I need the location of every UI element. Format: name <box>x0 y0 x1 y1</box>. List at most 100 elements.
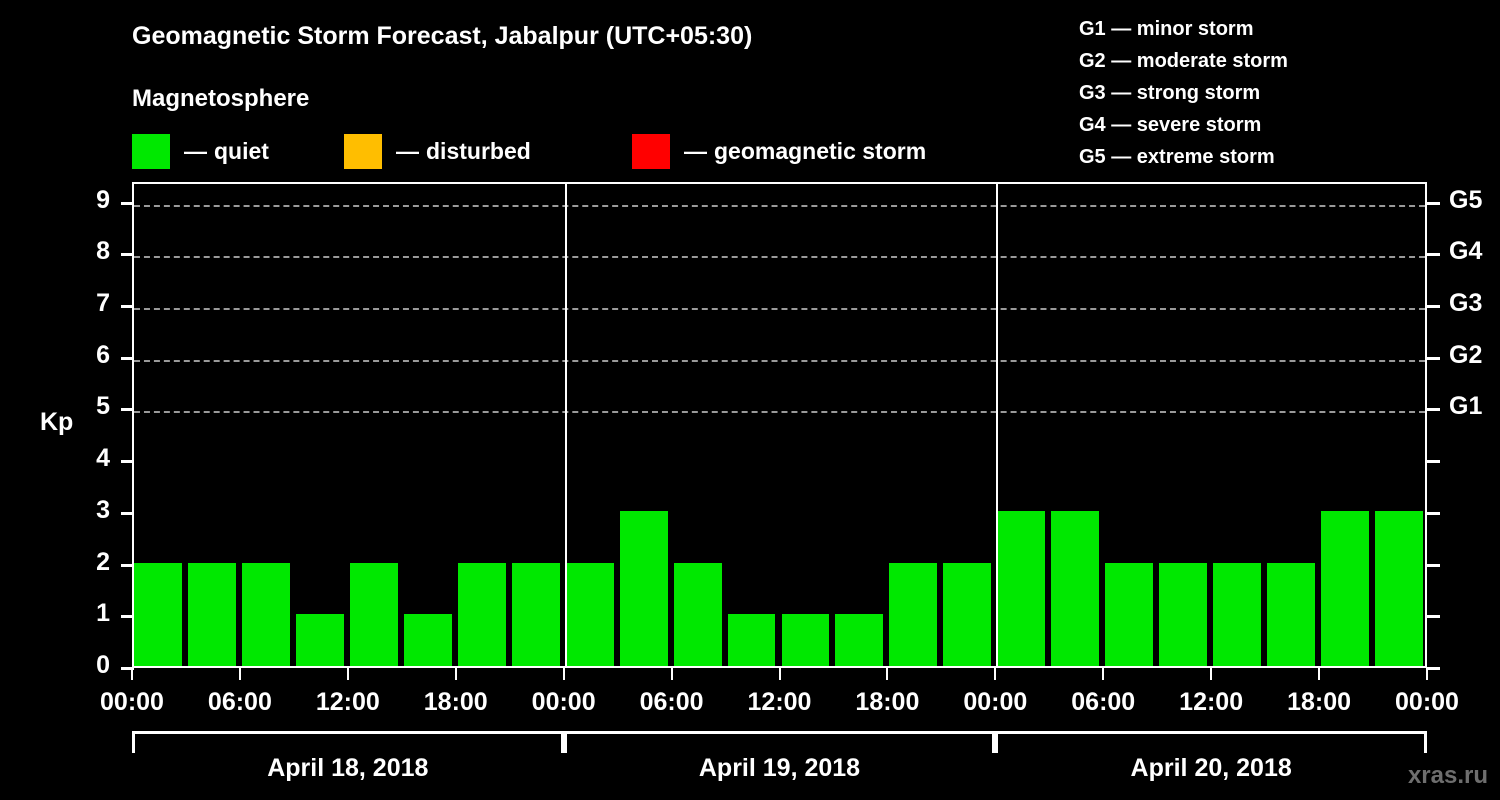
x-axis-tick-label: 18:00 <box>855 688 920 716</box>
y-tick-left-1 <box>121 615 134 619</box>
right-axis-label-G4: G4 <box>1449 237 1483 266</box>
x-axis-tick-label: 18:00 <box>1287 688 1352 716</box>
gridline-kp-6 <box>134 359 1425 362</box>
bar[interactable] <box>1051 510 1100 666</box>
bar[interactable] <box>403 614 452 666</box>
x-axis-tick-label: 12:00 <box>315 688 380 716</box>
y-tick-right-1 <box>1427 615 1440 619</box>
date-label: April 18, 2018 <box>267 754 429 782</box>
x-tick <box>1210 668 1213 680</box>
g-scale-row-1: G1 — minor storm <box>1079 18 1254 40</box>
bar[interactable] <box>295 614 344 666</box>
x-axis-tick-label: 12:00 <box>1179 688 1244 716</box>
x-axis-tick-label: 12:00 <box>747 688 812 716</box>
right-axis-label-G5: G5 <box>1449 185 1483 214</box>
right-axis-label-G1: G1 <box>1449 392 1483 421</box>
legend-label-1: disturbed <box>426 137 531 164</box>
gridline-kp-5 <box>134 411 1425 414</box>
date-label: April 19, 2018 <box>698 754 861 782</box>
bar[interactable] <box>187 562 236 666</box>
y-tick-left-4 <box>121 460 134 464</box>
y-tick-left-2 <box>121 563 134 567</box>
date-bracket-2 <box>563 731 996 753</box>
x-axis-tick-label: 06:00 <box>639 688 704 716</box>
x-tick <box>346 668 349 680</box>
y-axis-tick-label: 4 <box>96 444 110 473</box>
y-tick-right-4 <box>1427 460 1440 464</box>
bar[interactable] <box>619 510 668 666</box>
x-tick <box>131 668 133 680</box>
bar[interactable] <box>889 562 938 666</box>
y-axis-tick-label: 1 <box>96 599 110 628</box>
bar[interactable] <box>781 614 830 666</box>
g-scale-row-3: G3 — strong storm <box>1079 82 1261 104</box>
x-axis-tick-label: 00:00 <box>100 688 164 716</box>
bar[interactable] <box>457 562 506 666</box>
x-tick <box>886 668 889 680</box>
y-tick-left-0 <box>121 667 134 670</box>
plot-inner <box>134 184 1425 666</box>
date-bracket-1 <box>132 731 564 753</box>
date-label: April 20, 2018 <box>1130 754 1292 782</box>
x-axis-tick-label: 00:00 <box>531 688 596 716</box>
bar[interactable] <box>1321 510 1370 666</box>
legend-label-2: geomagnetic storm <box>714 137 927 164</box>
y-axis-tick-label: 8 <box>96 237 110 266</box>
y-tick-right-3 <box>1427 511 1440 515</box>
y-axis-tick-label: 2 <box>96 547 110 576</box>
bar[interactable] <box>1159 562 1208 666</box>
y-tick-left-8 <box>121 253 134 257</box>
y-tick-right-8 <box>1427 253 1440 257</box>
bar[interactable] <box>943 562 992 666</box>
bar[interactable] <box>565 562 614 666</box>
legend-item-0[interactable]: — quiet <box>132 133 269 169</box>
y-tick-left-6 <box>121 356 134 360</box>
y-axis-tick-label: 6 <box>96 340 110 369</box>
bar[interactable] <box>241 562 290 666</box>
y-tick-right-5 <box>1427 408 1440 412</box>
y-axis-title: Kp <box>40 408 74 436</box>
y-tick-left-7 <box>121 305 134 309</box>
right-axis-label-G3: G3 <box>1449 289 1483 318</box>
plot-area <box>132 182 1427 668</box>
x-tick <box>1102 668 1105 680</box>
bar[interactable] <box>134 562 182 666</box>
bar[interactable] <box>1267 562 1316 666</box>
y-axis-tick-label: 3 <box>96 495 110 524</box>
bar[interactable] <box>511 562 560 666</box>
y-tick-left-5 <box>121 408 134 412</box>
date-bracket-3 <box>995 731 1427 753</box>
y-tick-right-9 <box>1427 201 1440 205</box>
bar[interactable] <box>349 562 398 666</box>
bar[interactable] <box>1213 562 1262 666</box>
g-scale-row-5: G5 — extreme storm <box>1079 146 1275 168</box>
x-tick <box>670 668 673 680</box>
g-scale-row-2: G2 — moderate storm <box>1079 50 1288 72</box>
y-axis-tick-label: 7 <box>96 289 110 318</box>
x-tick <box>1318 668 1321 680</box>
x-axis-tick-label: 06:00 <box>1071 688 1136 716</box>
x-tick <box>562 668 565 680</box>
y-tick-right-7 <box>1427 305 1440 309</box>
legend-item-2[interactable]: — geomagnetic storm <box>632 133 926 169</box>
y-axis-tick-label: 0 <box>96 651 110 679</box>
storm-swatch <box>632 133 670 169</box>
legend-item-1[interactable]: — disturbed <box>344 133 531 169</box>
bar[interactable] <box>1375 510 1423 666</box>
y-tick-left-3 <box>121 511 134 515</box>
y-axis-tick-label: 5 <box>96 392 110 421</box>
legend-label-0: quiet <box>214 137 269 164</box>
g-scale-legend: G1 — minor storm G2 — moderate storm G3 — … <box>1079 13 1288 173</box>
bar[interactable] <box>997 510 1046 666</box>
bar[interactable] <box>727 614 776 666</box>
x-axis-tick-label: 00:00 <box>963 688 1028 716</box>
watermark: xras.ru <box>1407 762 1488 789</box>
legend-dash-1: — <box>396 137 419 164</box>
y-tick-right-6 <box>1427 356 1440 360</box>
bar[interactable] <box>835 614 884 666</box>
gridline-kp-7 <box>134 308 1425 311</box>
bar[interactable] <box>673 562 722 666</box>
x-tick <box>1426 668 1428 680</box>
bar[interactable] <box>1105 562 1154 666</box>
